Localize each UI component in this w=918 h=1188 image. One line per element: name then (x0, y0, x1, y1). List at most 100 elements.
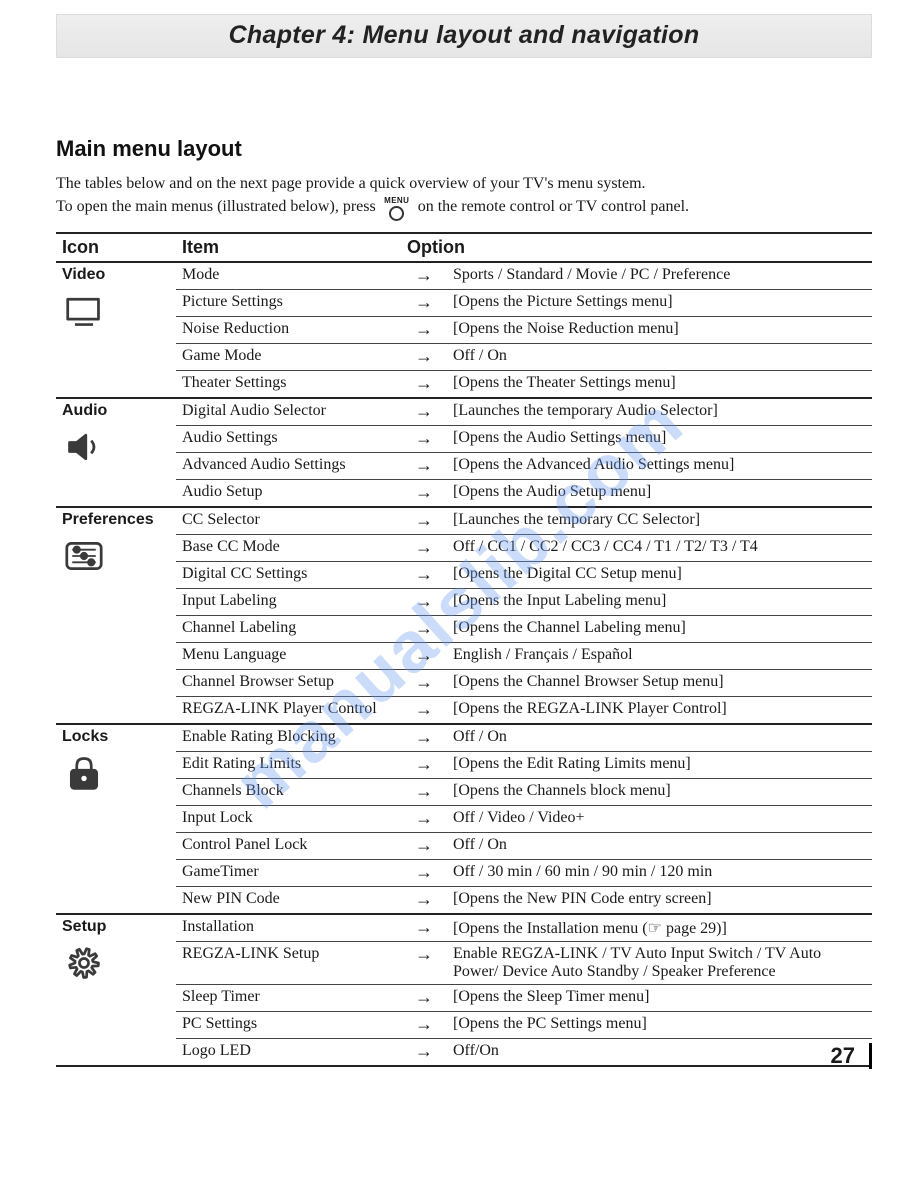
menu-option: [Opens the Input Labeling menu] (447, 588, 872, 615)
menu-item: Game Mode (176, 343, 401, 370)
group-label: Locks (56, 724, 176, 752)
table-row: REGZA-LINK Setup→Enable REGZA-LINK / TV … (56, 941, 872, 984)
menu-option: Off / 30 min / 60 min / 90 min / 120 min (447, 859, 872, 886)
menu-item: CC Selector (176, 507, 401, 535)
table-row: Audio Setup→[Opens the Audio Setup menu] (56, 479, 872, 507)
arrow-icon: → (401, 778, 447, 805)
menu-option: Off / On (447, 832, 872, 859)
menu-item: Audio Settings (176, 425, 401, 452)
table-row: Channel Browser Setup→[Opens the Channel… (56, 669, 872, 696)
group-icon-cell (56, 751, 176, 914)
group-label: Preferences (56, 507, 176, 535)
menu-item: Input Lock (176, 805, 401, 832)
menu-option: [Opens the Picture Settings menu] (447, 289, 872, 316)
menu-button-circle (389, 206, 404, 221)
table-row: Base CC Mode→Off / CC1 / CC2 / CC3 / CC4… (56, 534, 872, 561)
menu-option: Off / CC1 / CC2 / CC3 / CC4 / T1 / T2/ T… (447, 534, 872, 561)
menu-option: [Opens the Channels block menu] (447, 778, 872, 805)
arrow-icon: → (401, 588, 447, 615)
arrow-icon: → (401, 398, 447, 426)
arrow-icon: → (401, 561, 447, 588)
menu-option: [Opens the Advanced Audio Settings menu] (447, 452, 872, 479)
arrow-icon: → (401, 914, 447, 942)
arrow-icon: → (401, 1011, 447, 1038)
section-title: Main menu layout (56, 136, 872, 162)
table-row: Game Mode→Off / On (56, 343, 872, 370)
lock-icon (62, 754, 106, 792)
menu-option: [Opens the New PIN Code entry screen] (447, 886, 872, 914)
group-icon-cell (56, 425, 176, 507)
intro-line-2a: To open the main menus (illustrated belo… (56, 198, 380, 215)
table-row: Input Labeling→[Opens the Input Labeling… (56, 588, 872, 615)
menu-option: Off / Video / Video+ (447, 805, 872, 832)
menu-item: Channel Labeling (176, 615, 401, 642)
menu-item: REGZA-LINK Player Control (176, 696, 401, 724)
page-number: 27 (831, 1043, 872, 1069)
menu-button-label: MENU (380, 197, 414, 205)
arrow-icon: → (401, 452, 447, 479)
menu-option: [Opens the Audio Setup menu] (447, 479, 872, 507)
group-icon-cell (56, 534, 176, 724)
arrow-icon: → (401, 642, 447, 669)
table-row: Edit Rating Limits→[Opens the Edit Ratin… (56, 751, 872, 778)
menu-option: [Opens the Theater Settings menu] (447, 370, 872, 398)
menu-item: Sleep Timer (176, 984, 401, 1011)
menu-item: Logo LED (176, 1038, 401, 1066)
monitor-icon (62, 292, 106, 330)
document-page: Chapter 4: Menu layout and navigation ma… (0, 0, 918, 1097)
arrow-icon: → (401, 507, 447, 535)
gear-icon (62, 944, 106, 982)
table-row: GameTimer→Off / 30 min / 60 min / 90 min… (56, 859, 872, 886)
intro-line-2b: on the remote control or TV control pane… (418, 198, 689, 215)
menu-item: REGZA-LINK Setup (176, 941, 401, 984)
menu-item: Input Labeling (176, 588, 401, 615)
arrow-icon: → (401, 669, 447, 696)
menu-option: [Opens the Channel Labeling menu] (447, 615, 872, 642)
menu-item: Channel Browser Setup (176, 669, 401, 696)
menu-option: [Opens the Noise Reduction menu] (447, 316, 872, 343)
menu-item: Enable Rating Blocking (176, 724, 401, 752)
menu-item: Channels Block (176, 778, 401, 805)
menu-option: Off / On (447, 724, 872, 752)
arrow-icon: → (401, 479, 447, 507)
menu-option: [Opens the Installation menu (☞ page 29)… (447, 914, 872, 942)
arrow-icon: → (401, 832, 447, 859)
arrow-icon: → (401, 859, 447, 886)
table-row: Logo LED→Off/On (56, 1038, 872, 1066)
menu-item: Digital Audio Selector (176, 398, 401, 426)
sliders-icon (62, 537, 106, 575)
table-row: REGZA-LINK Player Control→[Opens the REG… (56, 696, 872, 724)
menu-item: PC Settings (176, 1011, 401, 1038)
table-row: Advanced Audio Settings→[Opens the Advan… (56, 452, 872, 479)
arrow-icon: → (401, 724, 447, 752)
menu-item: Menu Language (176, 642, 401, 669)
table-row: Channels Block→[Opens the Channels block… (56, 778, 872, 805)
menu-item: Theater Settings (176, 370, 401, 398)
table-row: LocksEnable Rating Blocking→Off / On (56, 724, 872, 752)
table-row: Digital CC Settings→[Opens the Digital C… (56, 561, 872, 588)
menu-option: [Opens the PC Settings menu] (447, 1011, 872, 1038)
arrow-icon: → (401, 805, 447, 832)
arrow-icon: → (401, 751, 447, 778)
arrow-icon: → (401, 534, 447, 561)
menu-option: [Opens the Audio Settings menu] (447, 425, 872, 452)
table-row: Picture Settings→[Opens the Picture Sett… (56, 289, 872, 316)
arrow-icon: → (401, 425, 447, 452)
arrow-icon: → (401, 289, 447, 316)
menu-option: [Opens the REGZA-LINK Player Control] (447, 696, 872, 724)
arrow-icon: → (401, 696, 447, 724)
arrow-icon: → (401, 343, 447, 370)
table-row: AudioDigital Audio Selector→[Launches th… (56, 398, 872, 426)
arrow-icon: → (401, 941, 447, 984)
menu-item: Mode (176, 262, 401, 290)
arrow-icon: → (401, 886, 447, 914)
menu-item: New PIN Code (176, 886, 401, 914)
arrow-icon: → (401, 370, 447, 398)
group-icon-cell (56, 941, 176, 1066)
arrow-icon: → (401, 615, 447, 642)
group-label: Audio (56, 398, 176, 426)
menu-option: Off/On (447, 1038, 872, 1066)
group-label: Video (56, 262, 176, 290)
table-row: Menu Language→English / Français / Españ… (56, 642, 872, 669)
table-row: Noise Reduction→[Opens the Noise Reducti… (56, 316, 872, 343)
